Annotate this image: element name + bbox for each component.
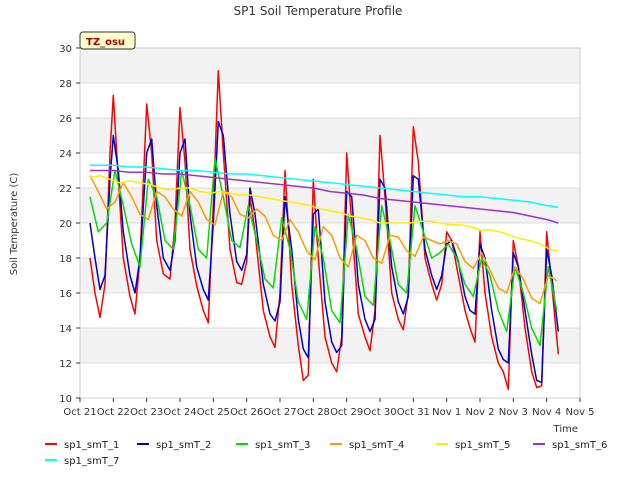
series-line-sp1_smT_5 [89,175,559,252]
plot-band [80,363,580,398]
x-tick-label: Oct 24 [163,407,196,418]
x-tick-label: Oct 22 [97,407,130,418]
x-tick-label: Nov 3 [499,407,528,418]
plot-band [80,258,580,293]
x-tick-label: Nov 5 [565,407,594,418]
series-line-sp1_smT_3 [89,157,558,347]
legend-item-sp1_smT_7: sp1_smT_7 [45,456,119,467]
x-tick-label: Oct 21 [63,407,96,418]
legend-item-sp1_smT_3: sp1_smT_3 [236,440,310,451]
x-axis-title: Time [553,424,578,435]
y-tick-label: 30 [59,44,72,55]
x-tick-label: Oct 30 [363,407,396,418]
x-tick-label: Nov 2 [465,407,494,418]
y-tick-label: 14 [59,324,72,335]
y-tick-label: 10 [59,394,72,405]
legend: sp1_smT_1 sp1_smT_2 sp1_smT_3 sp1_smT_4 sp1_… [45,440,607,467]
legend-label: sp1_smT_6 [552,440,607,451]
y-tick-label: 28 [59,79,72,90]
legend-label: sp1_smT_5 [455,440,510,451]
legend-label: sp1_smT_3 [255,440,310,451]
series-line-sp1_smT_7 [90,164,559,209]
y-tick-label: 12 [59,359,72,370]
y-tick-label: 22 [59,184,72,195]
x-tick-label: Oct 26 [230,407,263,418]
x-axis-ticks: Oct 21 Oct 22 Oct 23 Oct 24 Oct 25 Oct 26 Oct … [63,398,595,418]
series-lines [89,70,560,391]
y-axis-title: Soil Temperature (C) [9,173,20,276]
station-badge: TZ_osu [79,31,136,50]
legend-label: sp1_smT_2 [156,440,211,451]
y-tick-label: 20 [59,219,72,230]
x-tick-label: Oct 25 [197,407,230,418]
y-tick-label: 18 [59,254,72,265]
plot-band [80,223,580,258]
legend-item-sp1_smT_6: sp1_smT_6 [533,440,607,451]
y-tick-label: 26 [59,114,72,125]
chart-title: SP1 Soil Temperature Profile [234,4,403,18]
plot-band [80,188,580,223]
legend-item-sp1_smT_4: sp1_smT_4 [330,440,404,451]
plot-band [80,83,580,118]
x-tick-label: Oct 31 [397,407,430,418]
series-line-sp1_smT_4 [89,175,558,305]
legend-item-sp1_smT_1: sp1_smT_1 [45,440,119,451]
legend-label: sp1_smT_4 [349,440,404,451]
x-tick-label: Oct 28 [297,407,330,418]
y-axis-ticks: 10 12 14 16 18 20 22 24 26 28 30 [59,44,80,405]
series-line-sp1_smT_6 [90,169,559,224]
station-badge-label: TZ_osu [86,37,125,48]
legend-item-sp1_smT_2: sp1_smT_2 [137,440,211,451]
legend-label: sp1_smT_7 [64,456,119,467]
x-tick-label: Nov 4 [532,407,561,418]
x-tick-label: Oct 23 [130,407,163,418]
y-tick-label: 16 [59,289,72,300]
legend-label: sp1_smT_1 [64,440,119,451]
plot-band [80,48,580,83]
x-tick-label: Oct 29 [330,407,363,418]
legend-item-sp1_smT_5: sp1_smT_5 [436,440,510,451]
series-line-sp1_smT_2 [89,120,560,384]
x-tick-label: Oct 27 [263,407,296,418]
plot-band [80,118,580,153]
x-tick-label: Nov 1 [432,407,461,418]
y-tick-label: 24 [59,149,72,160]
station-badge-box [79,31,136,50]
